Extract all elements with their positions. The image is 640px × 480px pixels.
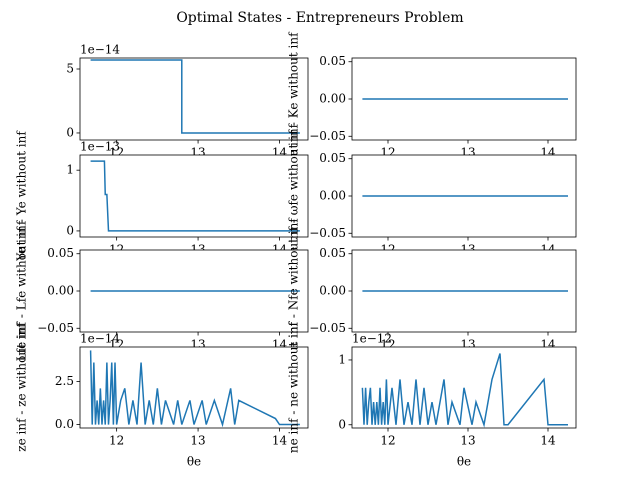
y-tick-label: 1: [66, 163, 74, 177]
y-tick-label: 0: [338, 417, 346, 431]
y-tick-label: 0.0: [55, 417, 74, 431]
y-tick-label: −0.05: [309, 321, 346, 335]
offset-text: 1e−13: [80, 140, 120, 154]
y-axis-label: Nfe inf - Nfe without inf: [287, 217, 301, 364]
y-axis-label: Ke inf - Ke without inf: [287, 31, 301, 166]
y-axis-label: ne inf - ne without inf: [287, 320, 301, 453]
y-axis-label: Lfe inf - Lfe without inf: [15, 219, 29, 361]
x-tick-label: 14: [272, 434, 288, 448]
offset-text: 1e−12: [352, 332, 392, 346]
x-tick-label: 14: [540, 434, 556, 448]
y-tick-label: −0.05: [309, 129, 346, 143]
axes-frame: [79, 57, 309, 141]
y-tick-label: 0.05: [47, 246, 74, 260]
x-tick-label: 13: [190, 434, 205, 448]
x-axis-label: θe: [187, 455, 201, 469]
data-line: [361, 353, 568, 428]
y-tick-label: 0.05: [319, 54, 346, 68]
y-tick-label: 0.00: [319, 92, 346, 106]
x-tick-label: 12: [380, 434, 395, 448]
data-line: [90, 59, 300, 134]
offset-text: 1e−14: [80, 43, 120, 57]
y-tick-label: 0.00: [319, 189, 346, 203]
y-axis-label: ze inf - ze without inf: [15, 322, 29, 452]
y-tick-label: 0: [66, 223, 74, 237]
x-tick-label: 13: [460, 434, 475, 448]
x-axis-label: θe: [457, 455, 471, 469]
axes-frame: [79, 154, 309, 238]
y-tick-label: 0.05: [319, 151, 346, 165]
y-tick-label: 0: [66, 125, 74, 139]
y-tick-label: −0.05: [37, 321, 74, 335]
y-axis-label: ωfe inf - ωfe without inf: [287, 122, 301, 268]
y-tick-label: 5: [66, 62, 74, 76]
data-line: [89, 350, 300, 428]
y-axis-label: Ye inf - Ye without inf: [15, 130, 29, 262]
y-tick-label: 1: [338, 352, 346, 366]
data-line: [90, 160, 300, 232]
y-tick-label: −0.05: [309, 226, 346, 240]
figure-title: Optimal States - Entrepreneurs Problem: [176, 10, 463, 26]
x-tick-label: 12: [109, 434, 124, 448]
y-tick-label: 0.00: [319, 284, 346, 298]
offset-text: 1e−14: [80, 332, 120, 346]
y-tick-label: 0.05: [319, 246, 346, 260]
y-tick-label: 2.5: [55, 374, 74, 388]
y-tick-label: 0.00: [47, 284, 74, 298]
